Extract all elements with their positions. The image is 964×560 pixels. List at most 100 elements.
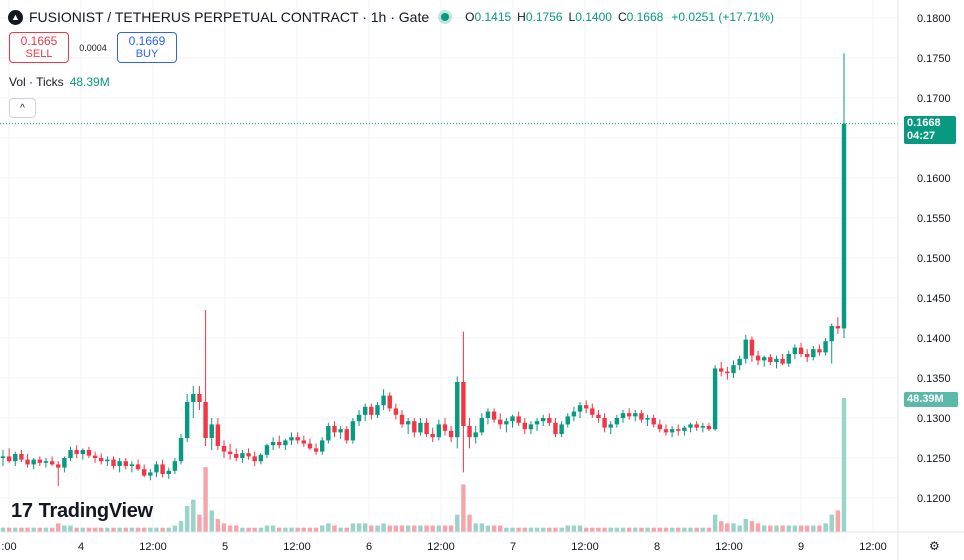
candle-body[interactable] <box>350 421 356 441</box>
candle-body[interactable] <box>669 429 675 433</box>
candle-body[interactable] <box>761 357 767 361</box>
candle-body[interactable] <box>547 418 552 423</box>
candle-body[interactable] <box>823 341 828 353</box>
candle-body[interactable] <box>141 469 147 476</box>
candle-body[interactable] <box>80 450 86 454</box>
candle-body[interactable] <box>461 382 466 426</box>
candle-body[interactable] <box>320 440 325 452</box>
buy-button[interactable]: 0.1669 BUY <box>117 32 177 63</box>
candle-body[interactable] <box>338 429 343 433</box>
candle-body[interactable] <box>129 464 135 466</box>
candle-body[interactable] <box>565 416 570 425</box>
candle-body[interactable] <box>786 354 791 364</box>
candle-body[interactable] <box>203 402 208 438</box>
candle-body[interactable] <box>399 414 405 425</box>
candle-body[interactable] <box>258 454 264 462</box>
candle-body[interactable] <box>13 454 18 462</box>
candle-body[interactable] <box>215 424 221 446</box>
candle-body[interactable] <box>424 422 429 434</box>
candle-body[interactable] <box>553 422 558 434</box>
candle-body[interactable] <box>86 450 92 456</box>
candle-body[interactable] <box>31 459 36 465</box>
candle-body[interactable] <box>430 434 435 438</box>
candle-body[interactable] <box>191 394 196 402</box>
candle-body[interactable] <box>332 426 337 433</box>
candle-body[interactable] <box>725 371 730 374</box>
candle-body[interactable] <box>590 408 595 415</box>
candle-body[interactable] <box>522 422 527 430</box>
candle-body[interactable] <box>774 358 779 362</box>
candle-body[interactable] <box>626 413 632 417</box>
candle-body[interactable] <box>375 405 380 415</box>
candle-body[interactable] <box>706 426 712 430</box>
candle-body[interactable] <box>289 437 294 441</box>
candle-body[interactable] <box>25 459 30 465</box>
candle-body[interactable] <box>221 446 227 452</box>
candle-body[interactable] <box>178 438 184 462</box>
candle-body[interactable] <box>418 422 423 433</box>
candle-body[interactable] <box>166 470 171 474</box>
candle-body[interactable] <box>645 418 650 420</box>
candle-body[interactable] <box>491 411 497 420</box>
candle-body[interactable] <box>467 426 472 438</box>
candle-body[interactable] <box>387 395 392 409</box>
candle-body[interactable] <box>608 424 613 428</box>
candle-body[interactable] <box>614 418 620 425</box>
candle-body[interactable] <box>123 461 128 466</box>
candle-body[interactable] <box>172 461 178 471</box>
candle-body[interactable] <box>510 416 515 422</box>
candle-body[interactable] <box>307 443 313 449</box>
candle-body[interactable] <box>559 424 564 434</box>
candle-body[interactable] <box>43 461 49 463</box>
candle-body[interactable] <box>768 357 773 362</box>
candle-body[interactable] <box>6 456 12 462</box>
candle-body[interactable] <box>56 464 61 468</box>
candle-body[interactable] <box>737 358 742 366</box>
candle-body[interactable] <box>676 429 681 431</box>
candle-body[interactable] <box>240 453 245 458</box>
candle-body[interactable] <box>227 451 233 454</box>
candle-body[interactable] <box>719 368 724 372</box>
candle-body[interactable] <box>356 414 362 422</box>
candle-body[interactable] <box>344 429 349 441</box>
candle-body[interactable] <box>0 456 6 458</box>
candle-body[interactable] <box>743 339 748 359</box>
candle-body[interactable] <box>246 453 251 457</box>
candle-body[interactable] <box>252 456 257 462</box>
candle-body[interactable] <box>792 347 798 354</box>
candle-body[interactable] <box>829 326 834 342</box>
candle-body[interactable] <box>516 416 521 423</box>
candle-body[interactable] <box>111 459 116 466</box>
candle-body[interactable] <box>68 450 73 458</box>
candle-body[interactable] <box>540 418 546 422</box>
candle-body[interactable] <box>596 414 601 418</box>
candle-body[interactable] <box>362 406 368 415</box>
candle-body[interactable] <box>835 326 841 329</box>
candle-body[interactable] <box>154 464 159 473</box>
sell-button[interactable]: 0.1665 SELL <box>9 32 69 63</box>
candle-body[interactable] <box>234 454 239 458</box>
candle-body[interactable] <box>577 405 583 412</box>
candle-body[interactable] <box>583 405 589 409</box>
candle-body[interactable] <box>184 402 190 438</box>
candle-body[interactable] <box>301 440 307 444</box>
candle-body[interactable] <box>99 458 104 462</box>
candle-body[interactable] <box>283 440 288 446</box>
volume-legend[interactable]: Vol · Ticks 48.39M <box>9 75 110 89</box>
candle-body[interactable] <box>700 426 706 428</box>
candle-body[interactable] <box>479 418 485 433</box>
candle-body[interactable] <box>74 450 79 454</box>
candle-body[interactable] <box>841 123 847 329</box>
candle-body[interactable] <box>405 421 411 425</box>
candle-body[interactable] <box>197 394 202 402</box>
candle-body[interactable] <box>135 464 141 470</box>
chevron-up-icon[interactable]: ^ <box>9 98 36 118</box>
candle-body[interactable] <box>663 429 669 433</box>
candle-body[interactable] <box>442 424 448 431</box>
candle-body[interactable] <box>264 445 270 455</box>
candle-body[interactable] <box>731 365 736 374</box>
candle-body[interactable] <box>92 455 98 458</box>
candle-body[interactable] <box>817 349 822 353</box>
candle-body[interactable] <box>117 461 122 466</box>
candle-body[interactable] <box>19 454 24 460</box>
